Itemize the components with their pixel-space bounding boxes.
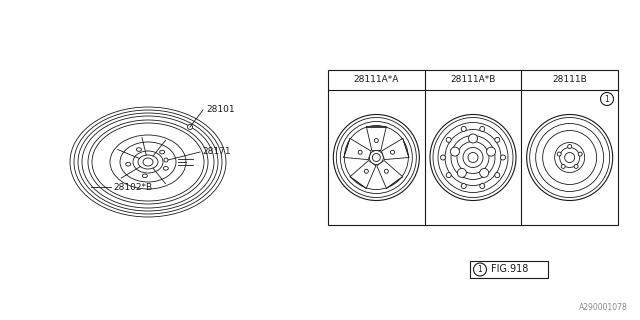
Circle shape: [458, 168, 467, 177]
Circle shape: [358, 150, 362, 154]
Circle shape: [461, 126, 466, 132]
Circle shape: [468, 134, 477, 143]
Circle shape: [500, 155, 506, 160]
Circle shape: [188, 124, 193, 130]
Text: FIG.918: FIG.918: [491, 265, 529, 275]
Text: 1: 1: [605, 94, 609, 103]
Circle shape: [561, 164, 565, 168]
Circle shape: [480, 126, 484, 132]
Circle shape: [568, 145, 572, 148]
Text: A290001078: A290001078: [579, 303, 628, 312]
Circle shape: [474, 263, 486, 276]
Circle shape: [495, 137, 500, 142]
Text: 1: 1: [477, 265, 483, 274]
Text: 28111A*B: 28111A*B: [451, 76, 496, 84]
Circle shape: [390, 150, 394, 154]
Text: 28171: 28171: [202, 148, 230, 156]
Circle shape: [557, 152, 561, 156]
Circle shape: [578, 152, 582, 156]
Circle shape: [574, 164, 578, 168]
Circle shape: [479, 168, 489, 177]
Circle shape: [461, 184, 466, 188]
Polygon shape: [350, 161, 376, 188]
Circle shape: [385, 169, 388, 173]
Circle shape: [364, 169, 369, 173]
Text: 28101: 28101: [206, 106, 235, 115]
Circle shape: [495, 172, 500, 178]
Circle shape: [440, 155, 445, 160]
Text: 28102*B: 28102*B: [113, 182, 152, 191]
Circle shape: [446, 137, 451, 142]
Text: 28111B: 28111B: [552, 76, 587, 84]
Polygon shape: [366, 126, 387, 150]
Circle shape: [164, 158, 168, 162]
Bar: [470, 261, 548, 278]
Circle shape: [374, 139, 378, 142]
Polygon shape: [377, 161, 403, 188]
Circle shape: [446, 172, 451, 178]
Polygon shape: [344, 139, 371, 160]
Bar: [328, 70, 618, 225]
Polygon shape: [381, 139, 409, 160]
Circle shape: [480, 184, 484, 188]
Circle shape: [600, 92, 614, 106]
Circle shape: [451, 147, 460, 156]
Circle shape: [486, 147, 495, 156]
Text: 28111A*A: 28111A*A: [354, 76, 399, 84]
